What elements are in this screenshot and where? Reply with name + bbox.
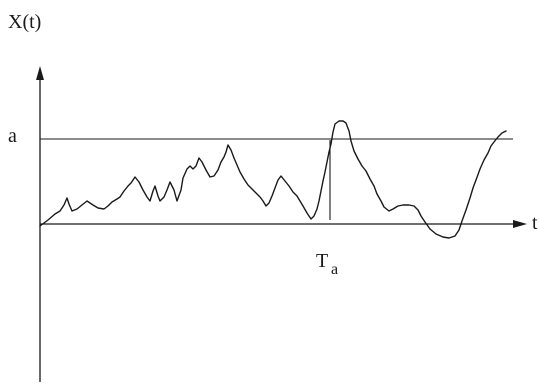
hitting-time-label: T — [316, 250, 328, 272]
random-path — [39, 120, 507, 239]
y-axis-label: X(t) — [8, 11, 41, 33]
y-axis-arrowhead — [36, 66, 44, 80]
threshold-label: a — [8, 125, 17, 147]
x-axis-label: t — [532, 212, 538, 234]
hitting-time-subscript: a — [331, 261, 338, 278]
x-axis-arrowhead — [513, 220, 527, 228]
